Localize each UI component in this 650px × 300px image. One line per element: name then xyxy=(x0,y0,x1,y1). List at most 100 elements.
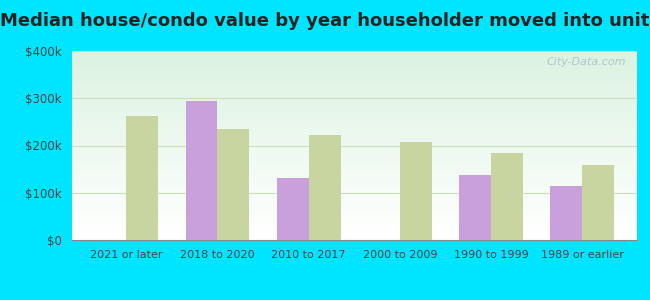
Bar xyxy=(72,119,637,120)
Bar xyxy=(72,141,637,142)
Bar xyxy=(72,114,637,115)
Bar xyxy=(72,113,637,114)
Bar xyxy=(72,118,637,119)
Bar xyxy=(72,209,637,210)
Bar xyxy=(72,201,637,202)
Bar xyxy=(72,139,637,140)
Bar xyxy=(72,63,637,64)
Bar xyxy=(72,163,637,164)
Bar xyxy=(72,153,637,154)
Bar xyxy=(72,212,637,213)
Bar xyxy=(72,216,637,217)
Bar xyxy=(72,120,637,121)
Bar xyxy=(72,99,637,100)
Bar xyxy=(72,227,637,228)
Bar xyxy=(72,232,637,233)
Bar xyxy=(72,127,637,128)
Bar xyxy=(72,191,637,192)
Bar xyxy=(72,152,637,153)
Bar xyxy=(309,135,341,240)
Bar xyxy=(72,61,637,62)
Bar xyxy=(72,54,637,55)
Bar xyxy=(72,79,637,80)
Bar xyxy=(72,96,637,97)
Bar xyxy=(72,172,637,173)
Bar xyxy=(72,230,637,232)
Bar xyxy=(72,168,637,169)
Bar xyxy=(72,68,637,69)
Bar xyxy=(72,177,637,178)
Bar xyxy=(72,108,637,109)
Bar xyxy=(72,202,637,203)
Bar xyxy=(72,197,637,198)
Bar xyxy=(72,106,637,107)
Bar xyxy=(72,136,637,137)
Bar xyxy=(72,165,637,166)
Bar xyxy=(72,203,637,204)
Bar xyxy=(72,76,637,77)
Bar xyxy=(72,112,637,113)
Bar xyxy=(72,226,637,227)
Bar xyxy=(72,235,637,236)
Bar xyxy=(72,92,637,93)
Bar xyxy=(72,129,637,130)
Bar xyxy=(72,90,637,91)
Bar xyxy=(72,72,637,73)
Bar xyxy=(72,206,637,207)
Bar xyxy=(72,175,637,176)
Bar xyxy=(72,62,637,63)
Bar xyxy=(72,78,637,79)
Bar xyxy=(218,129,250,240)
Bar xyxy=(72,149,637,150)
Bar xyxy=(72,184,637,185)
Bar xyxy=(72,81,637,82)
Bar xyxy=(72,65,637,66)
Bar xyxy=(72,228,637,229)
Bar xyxy=(72,60,637,62)
Bar xyxy=(72,125,637,126)
Bar xyxy=(72,187,637,188)
Text: Median house/condo value by year householder moved into unit: Median house/condo value by year househo… xyxy=(0,12,650,30)
Bar xyxy=(72,51,637,52)
Bar xyxy=(72,101,637,102)
Bar xyxy=(72,122,637,123)
Bar xyxy=(72,219,637,220)
Bar xyxy=(72,134,637,135)
Bar xyxy=(72,204,637,205)
Bar xyxy=(72,115,637,116)
Bar xyxy=(72,140,637,141)
Bar xyxy=(72,80,637,81)
Bar xyxy=(72,155,637,156)
Bar xyxy=(72,135,637,136)
Bar xyxy=(72,233,637,234)
Bar xyxy=(72,77,637,78)
Bar xyxy=(72,109,637,110)
Bar xyxy=(72,89,637,90)
Bar xyxy=(459,175,491,240)
Bar xyxy=(72,71,637,72)
Bar xyxy=(72,110,637,112)
Bar xyxy=(72,82,637,83)
Bar xyxy=(72,131,637,132)
Bar xyxy=(72,88,637,89)
Bar xyxy=(72,157,637,158)
Bar xyxy=(72,117,637,118)
Bar xyxy=(72,53,637,54)
Bar xyxy=(72,173,637,174)
Bar xyxy=(72,217,637,218)
Bar xyxy=(72,142,637,143)
Bar xyxy=(72,59,637,60)
Bar xyxy=(72,208,637,209)
Bar xyxy=(72,223,637,224)
Bar xyxy=(72,179,637,181)
Bar xyxy=(72,75,637,76)
Bar xyxy=(72,151,637,152)
Bar xyxy=(72,195,637,196)
Bar xyxy=(72,123,637,124)
Bar xyxy=(72,95,637,96)
Bar xyxy=(72,128,637,129)
Bar xyxy=(72,189,637,190)
Bar xyxy=(72,192,637,193)
Bar xyxy=(582,165,614,240)
Bar xyxy=(72,222,637,223)
